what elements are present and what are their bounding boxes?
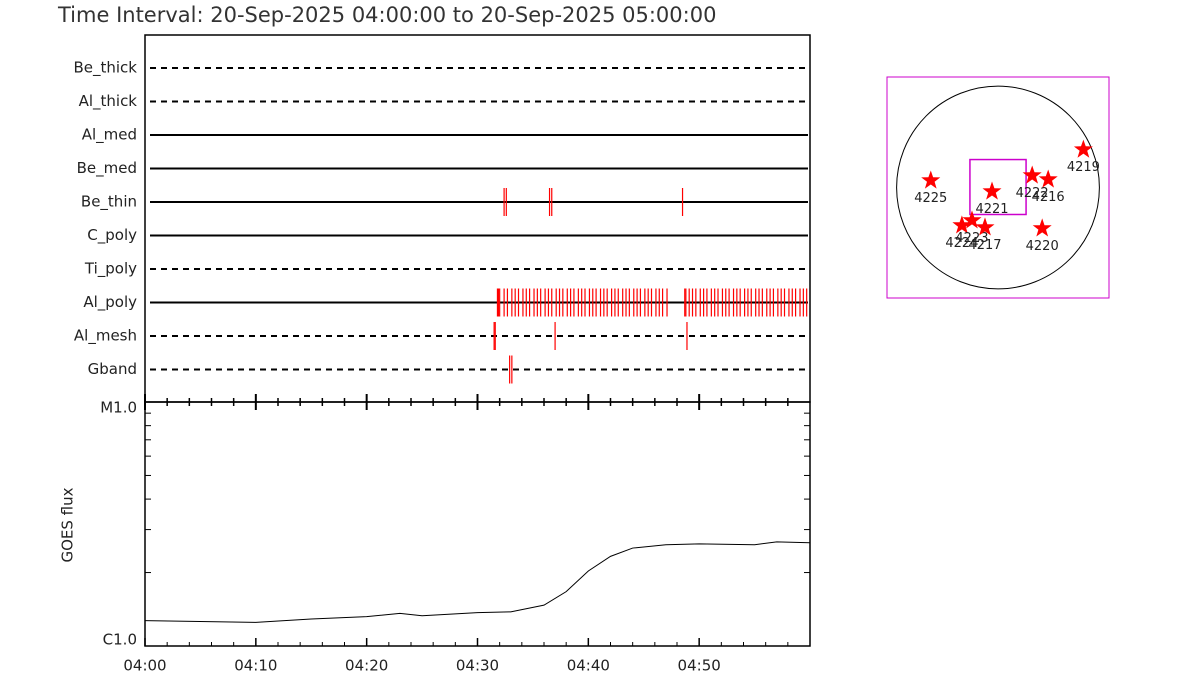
y-tick-label: M1.0 (100, 399, 137, 417)
active-region-star (1038, 169, 1058, 188)
active-region-label: 4219 (1067, 160, 1100, 175)
active-region-star (952, 215, 972, 234)
goes-curve (144, 541, 811, 623)
active-region-star (1073, 139, 1093, 158)
active-region-star (1032, 218, 1052, 237)
y-tick-label: C1.0 (103, 631, 137, 649)
x-tick-label: 04:00 (123, 657, 166, 675)
channel-label: Al_poly (83, 293, 137, 312)
channel-label: C_poly (87, 226, 137, 245)
active-region-label: 4225 (914, 191, 947, 206)
x-tick-label: 04:10 (234, 657, 277, 675)
channel-label: Al_thick (79, 92, 138, 111)
map-frame (886, 76, 1110, 299)
active-region-star (962, 210, 982, 229)
goes-frame (144, 401, 811, 647)
active-region-star (921, 170, 941, 189)
x-tick-label: 04:50 (678, 657, 721, 675)
x-tick-label: 04:20 (345, 657, 388, 675)
active-region-label: 4224 (945, 236, 978, 251)
channel-label: Gband (88, 360, 137, 378)
y-axis-label: GOES flux (59, 487, 77, 562)
channel-label: Al_med (82, 126, 137, 145)
active-region-star (982, 181, 1002, 200)
channel-label: Ti_poly (84, 260, 137, 279)
active-region-label: 4220 (1026, 239, 1059, 254)
channel-label: Be_thick (73, 59, 137, 78)
active-region-label: 4221 (975, 202, 1008, 217)
title: Time Interval: 20-Sep-2025 04:00:00 to 2… (57, 3, 716, 27)
active-region-label: 4217 (968, 238, 1001, 253)
channel-label: Be_med (77, 159, 137, 178)
x-tick-label: 04:40 (567, 657, 610, 675)
active-region-label: 4222 (1016, 186, 1049, 201)
channel-label: Be_thin (81, 193, 137, 212)
x-tick-label: 04:30 (456, 657, 499, 675)
active-region-star (1022, 165, 1042, 184)
active-region-star (975, 217, 995, 236)
fov-box (969, 158, 1027, 216)
timeline-frame (144, 34, 811, 403)
channel-label: Al_mesh (74, 327, 137, 346)
sun-limb (896, 85, 1100, 290)
active-region-label: 4216 (1032, 190, 1065, 205)
